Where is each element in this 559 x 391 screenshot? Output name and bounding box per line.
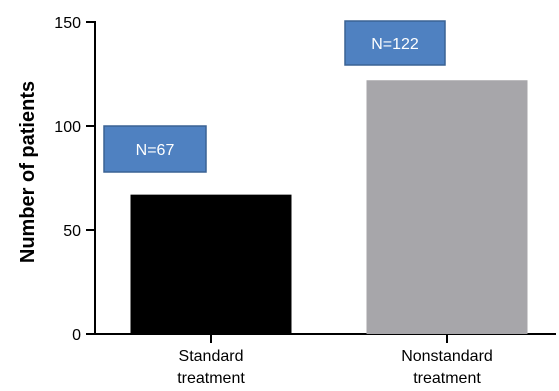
data-label-box	[344, 20, 446, 66]
x-tick-label: Standard	[179, 348, 244, 365]
category-labels: Standard treatment Nonstandard treatment	[177, 334, 493, 387]
data-label: N=67	[136, 142, 175, 159]
bars	[130, 80, 528, 335]
y-tick-label: 0	[72, 327, 81, 344]
bar	[130, 194, 292, 334]
x-tick-label: Nonstandard	[401, 348, 493, 365]
y-tick-label: 100	[54, 119, 81, 136]
y-tick-label: 50	[63, 223, 81, 240]
x-tick-label: treatment	[177, 370, 245, 387]
data-labels: N=67 N=122	[103, 20, 446, 173]
y-ticks: 0 50 100 150	[54, 15, 95, 344]
x-tick-label: treatment	[413, 370, 481, 387]
bar	[366, 80, 528, 335]
y-tick-label: 150	[54, 15, 81, 32]
data-label: N=122	[371, 36, 419, 53]
data-label-box	[103, 125, 207, 173]
y-axis-label: Number of patients	[17, 81, 39, 263]
